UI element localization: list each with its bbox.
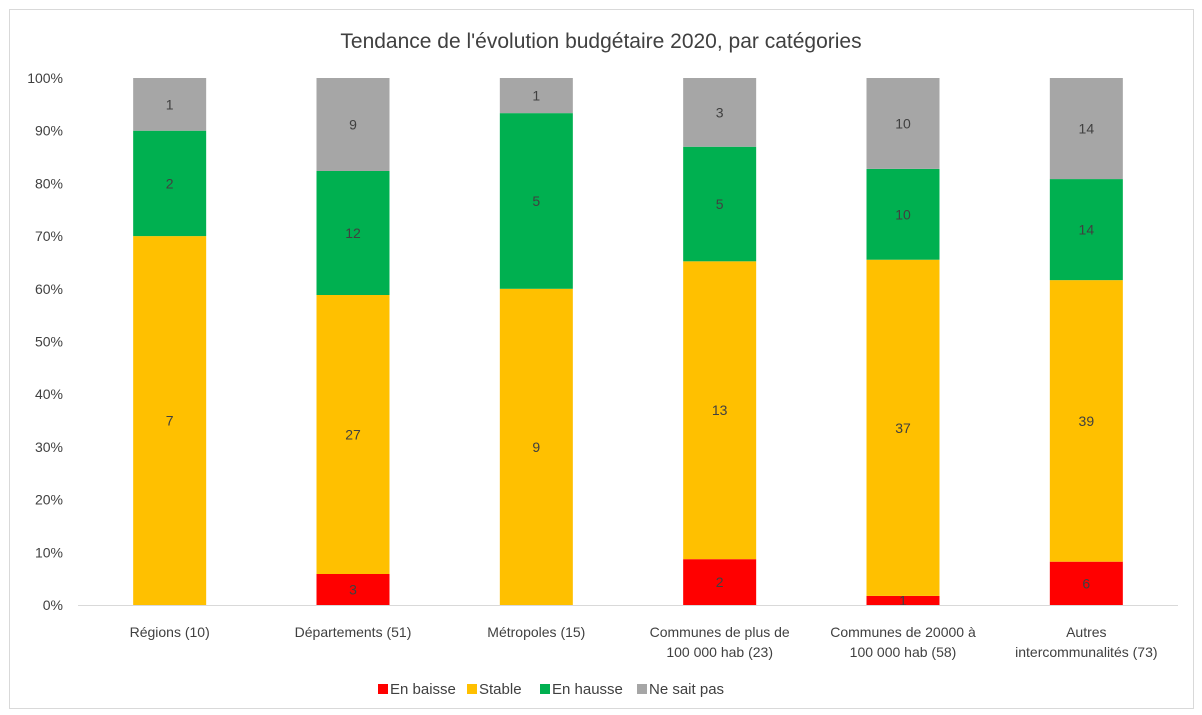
y-tick-label: 0%: [43, 597, 63, 613]
data-label: 1: [899, 592, 907, 608]
data-label: 14: [1079, 121, 1095, 137]
data-label: 37: [895, 420, 911, 436]
x-category-label: Départements (51): [295, 624, 412, 640]
data-label: 2: [166, 175, 174, 191]
data-label: 1: [532, 88, 540, 104]
legend-label: En hausse: [552, 681, 623, 698]
bar-segment: [683, 78, 757, 147]
y-tick-label: 80%: [35, 175, 63, 191]
y-tick-label: 50%: [35, 334, 63, 350]
x-axis: Régions (10) Départements (51) Métropoles …: [78, 605, 1178, 660]
legend-swatch: [637, 684, 647, 694]
x-category-label: Régions (10): [130, 624, 210, 640]
legend-label: Ne sait pas: [649, 681, 724, 698]
legend-swatch: [378, 684, 388, 694]
legend-label: Stable: [479, 681, 522, 698]
bar-segment: [499, 113, 573, 289]
data-label: 9: [532, 439, 540, 455]
legend-swatch: [540, 684, 550, 694]
bar-segment: [866, 259, 940, 596]
data-label: 10: [895, 206, 911, 222]
bar-segment: [133, 236, 207, 605]
data-label: 14: [1079, 222, 1095, 238]
data-label: 12: [345, 225, 361, 241]
bar-segment: [866, 168, 940, 260]
data-label: 10: [895, 115, 911, 131]
bar-segment: [1049, 78, 1123, 180]
data-label: 2: [716, 574, 724, 590]
y-tick-label: 60%: [35, 281, 63, 297]
bar-segment: [133, 78, 207, 131]
bar-segment: [683, 261, 757, 560]
bar-segment: [316, 295, 390, 574]
legend-label: En baisse: [390, 681, 456, 698]
x-category-label: 100 000 hab (58): [850, 644, 957, 660]
data-label: 1: [166, 96, 174, 112]
bar-segment: [1049, 179, 1123, 281]
bar-segment: [866, 78, 940, 169]
y-axis: 0% 10% 20% 30% 40% 50% 60% 70% 80% 90% 100%: [27, 70, 63, 613]
chart-title: Tendance de l'évolution budgétaire 2020,…: [340, 30, 861, 53]
bar-segment: [133, 130, 207, 237]
data-label: 5: [532, 193, 540, 209]
y-tick-label: 10%: [35, 544, 63, 560]
x-category-label: Autres: [1066, 624, 1106, 640]
bar-segment: [316, 171, 390, 295]
bar-segment: [499, 288, 573, 605]
bar-segment: [499, 78, 573, 114]
data-label: 3: [349, 582, 357, 598]
bar-segment: [683, 146, 757, 262]
data-label: 3: [716, 104, 724, 120]
x-category-label: intercommunalités (73): [1015, 644, 1157, 660]
legend: En baisse Stable En hausse Ne sait pas: [378, 681, 724, 698]
data-label: 27: [345, 427, 361, 443]
y-tick-label: 20%: [35, 492, 63, 508]
data-label: 5: [716, 196, 724, 212]
bar-segment: [866, 595, 940, 605]
data-label: 6: [1082, 575, 1090, 591]
x-category-label: Communes de plus de: [650, 624, 790, 640]
x-category-label: Communes de 20000 à: [830, 624, 976, 640]
data-label: 13: [712, 402, 728, 418]
y-tick-label: 40%: [35, 386, 63, 402]
y-tick-label: 100%: [27, 70, 63, 86]
y-tick-label: 30%: [35, 439, 63, 455]
data-label: 39: [1079, 413, 1095, 429]
data-label: 7: [166, 413, 174, 429]
legend-swatch: [467, 684, 477, 694]
bar-segment: [1049, 561, 1123, 605]
bar-segment: [683, 559, 757, 605]
bar-segment: [1049, 280, 1123, 562]
bar-segment: [316, 78, 390, 171]
x-category-label: Métropoles (15): [487, 624, 585, 640]
y-tick-label: 70%: [35, 228, 63, 244]
bar-segment: [316, 574, 390, 605]
y-tick-label: 90%: [35, 123, 63, 139]
x-category-label: 100 000 hab (23): [666, 644, 773, 660]
data-label: 9: [349, 117, 357, 133]
chart-frame: [9, 9, 1194, 709]
